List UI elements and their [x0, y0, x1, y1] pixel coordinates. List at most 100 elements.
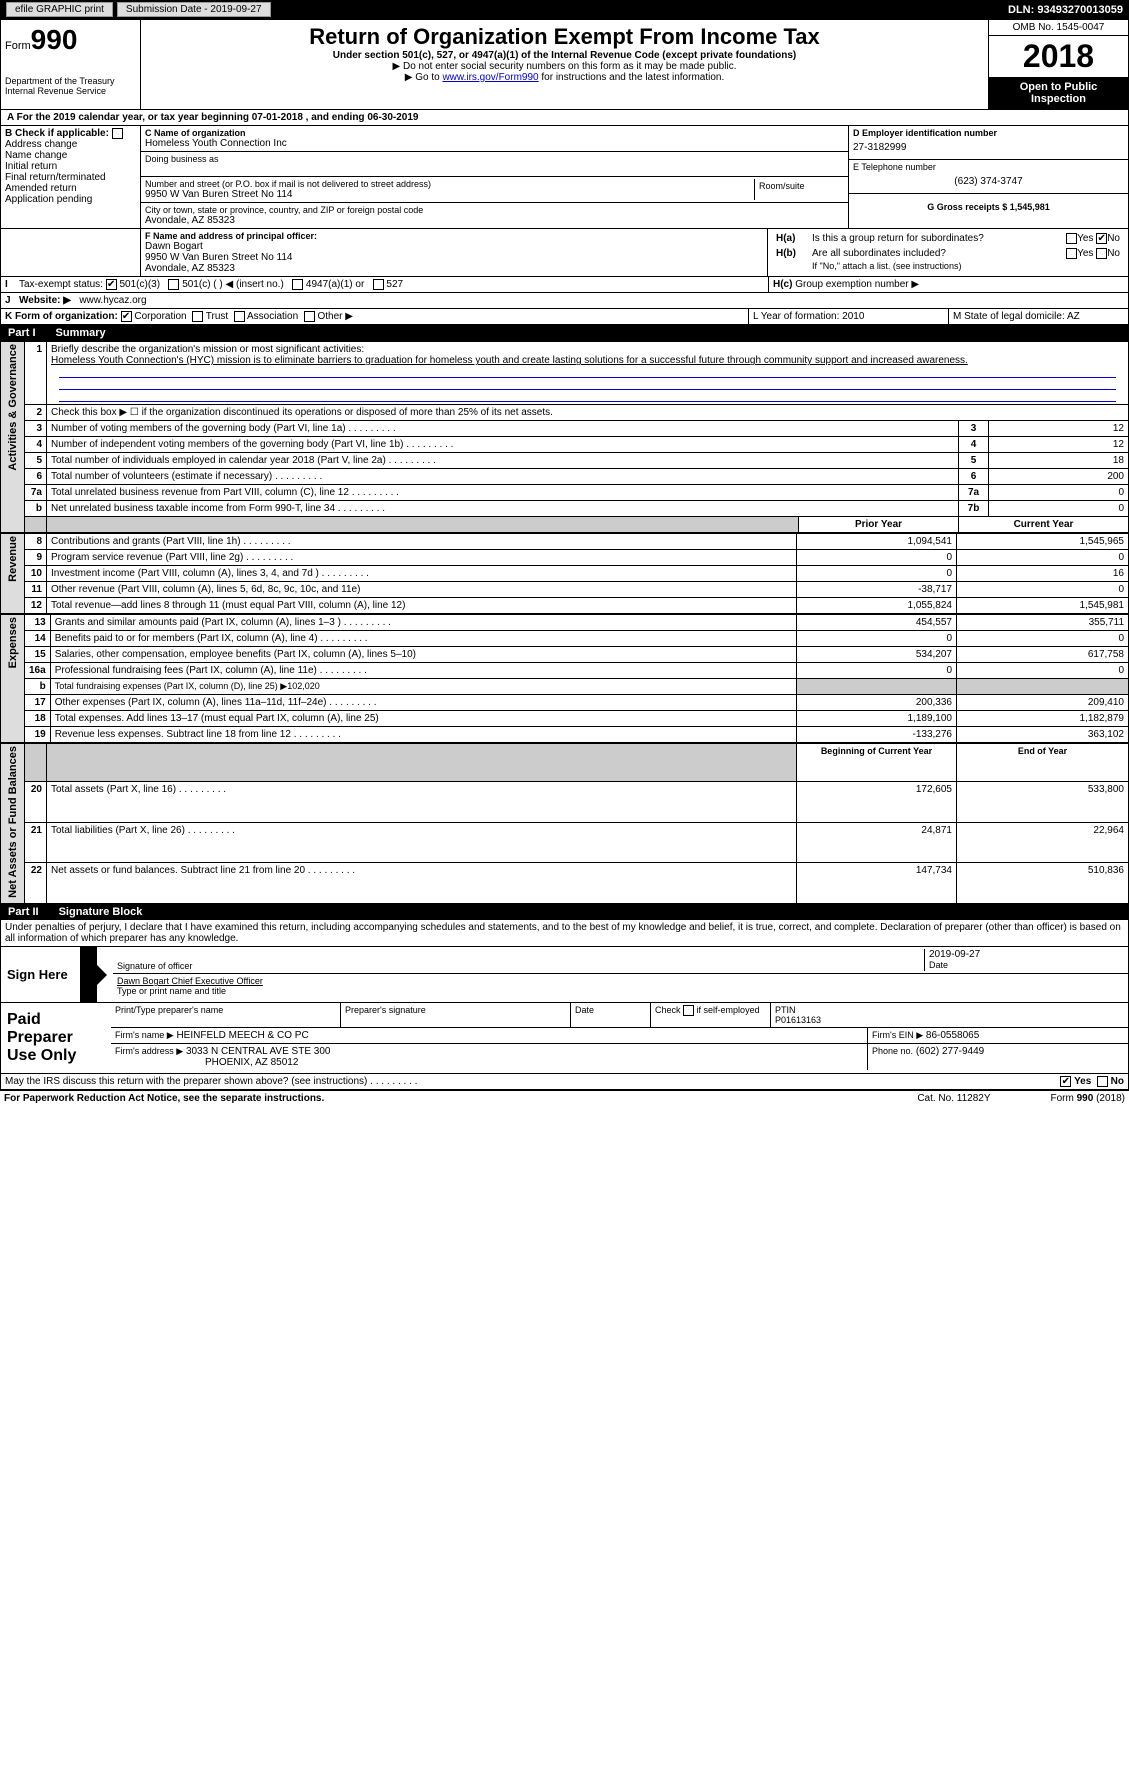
sig-officer-label: Signature of officer: [117, 961, 192, 971]
hb-no-chk[interactable]: [1096, 248, 1107, 259]
form-org-label: K Form of organization:: [5, 311, 118, 322]
tax-year: 2018: [989, 36, 1128, 77]
tax-exempt-label: Tax-exempt status:: [19, 279, 103, 290]
form990-link[interactable]: www.irs.gov/Form990: [442, 72, 538, 83]
chk-final[interactable]: Final return/terminated: [5, 172, 136, 183]
org-info-grid: B Check if applicable: Address change Na…: [0, 126, 1129, 229]
discuss-yes-chk[interactable]: [1060, 1076, 1071, 1087]
phone-label: Phone no.: [872, 1046, 913, 1056]
ha-no-chk[interactable]: [1096, 233, 1107, 244]
chk-pending[interactable]: Application pending: [5, 194, 136, 205]
org-city: Avondale, AZ 85323: [145, 215, 844, 226]
chk-527[interactable]: [373, 279, 384, 290]
col-prior: Prior Year: [799, 517, 959, 533]
part2-header: Part IISignature Block: [0, 904, 1129, 920]
officer-addr2: Avondale, AZ 85323: [145, 263, 763, 274]
hc-label: H(c): [773, 279, 792, 290]
chk-self-employed[interactable]: [683, 1005, 694, 1016]
topbar: efile GRAPHIC print Submission Date - 20…: [0, 0, 1129, 19]
chk-applicable[interactable]: [112, 128, 123, 139]
hb-note: If "No," attach a list. (see instruction…: [772, 261, 1124, 271]
officer-label: F Name and address of principal officer:: [145, 231, 763, 241]
l2-text: Check this box ▶ ☐ if the organization d…: [47, 405, 1129, 421]
prep-h1: Print/Type preparer's name: [111, 1003, 341, 1027]
firm-addr-label: Firm's address ▶: [115, 1046, 183, 1056]
ptin-value: P01613163: [775, 1015, 821, 1025]
discuss-no-chk[interactable]: [1097, 1076, 1108, 1087]
part1-header: Part ISummary: [0, 325, 1129, 341]
org-name: Homeless Youth Connection Inc: [145, 138, 844, 149]
ha-label: H(a): [776, 233, 812, 244]
open-public: Open to Public Inspection: [989, 77, 1128, 109]
chk-501c3[interactable]: [106, 279, 117, 290]
dba-label: Doing business as: [145, 154, 844, 164]
dept-label: Department of the Treasury Internal Reve…: [5, 76, 136, 96]
firm-name: HEINFELD MEECH & CO PC: [176, 1030, 308, 1041]
chk-other[interactable]: [304, 311, 315, 322]
firm-ein-label: Firm's EIN ▶: [872, 1030, 923, 1040]
firm-addr2: PHOENIX, AZ 85012: [205, 1057, 298, 1068]
section-b-label: B Check if applicable:: [5, 128, 136, 139]
year-formation: L Year of formation: 2010: [748, 309, 948, 324]
summary-table: Activities & Governance 1 Briefly descri…: [0, 341, 1129, 533]
firm-ein: 86-0558065: [926, 1030, 979, 1041]
tel-label: E Telephone number: [853, 162, 1124, 172]
goto-pre: ▶ Go to: [405, 72, 443, 83]
ptin-label: PTIN: [775, 1005, 796, 1015]
officer-name: Dawn Bogart: [145, 241, 763, 252]
chk-addr-change[interactable]: Address change: [5, 139, 136, 150]
form-prefix: Form: [5, 40, 31, 52]
prep-h2: Preparer's signature: [341, 1003, 571, 1027]
paid-preparer-label: Paid Preparer Use Only: [1, 1003, 111, 1073]
tel-value: (623) 374-3747: [853, 172, 1124, 191]
submission-btn: Submission Date - 2019-09-27: [117, 2, 271, 17]
sign-here-label: Sign Here: [1, 947, 81, 1002]
ein-label: D Employer identification number: [853, 128, 1124, 138]
goto-post: for instructions and the latest informat…: [539, 72, 725, 83]
efile-btn[interactable]: efile GRAPHIC print: [6, 2, 113, 17]
page-footer: For Paperwork Reduction Act Notice, see …: [0, 1090, 1129, 1106]
org-addr: 9950 W Van Buren Street No 114: [145, 189, 754, 200]
form-title: Return of Organization Exempt From Incom…: [145, 24, 984, 50]
form-subtitle: Under section 501(c), 527, or 4947(a)(1)…: [145, 50, 984, 61]
omb-no: OMB No. 1545-0047: [989, 20, 1128, 36]
form-header: Form990 Department of the Treasury Inter…: [0, 19, 1129, 110]
sign-arrow-icon: [81, 947, 97, 1002]
chk-4947[interactable]: [292, 279, 303, 290]
l1-label: Briefly describe the organization's miss…: [51, 344, 364, 355]
gross-receipts: G Gross receipts $ 1,545,981: [853, 202, 1124, 212]
room-label: Room/suite: [754, 179, 844, 200]
ssn-note: ▶ Do not enter social security numbers o…: [145, 61, 984, 72]
col-end: End of Year: [957, 744, 1129, 782]
chk-501c[interactable]: [168, 279, 179, 290]
chk-trust[interactable]: [192, 311, 203, 322]
officer-print-name: Dawn Bogart Chief Executive Officer: [117, 976, 1124, 986]
chk-name-change[interactable]: Name change: [5, 150, 136, 161]
ein-value: 27-3182999: [853, 138, 1124, 157]
dln: DLN: 93493270013059: [1008, 4, 1123, 16]
chk-assoc[interactable]: [234, 311, 245, 322]
city-label: City or town, state or province, country…: [145, 205, 844, 215]
prep-h3: Date: [571, 1003, 651, 1027]
ha-text: Is this a group return for subordinates?: [812, 233, 1066, 244]
discuss-row: May the IRS discuss this return with the…: [0, 1074, 1129, 1090]
vert-expenses: Expenses: [7, 617, 19, 668]
addr-label: Number and street (or P.O. box if mail i…: [145, 179, 754, 189]
name-label: Type or print name and title: [117, 986, 226, 996]
col-begin: Beginning of Current Year: [797, 744, 957, 782]
chk-amended[interactable]: Amended return: [5, 183, 136, 194]
state-domicile: M State of legal domicile: AZ: [948, 309, 1128, 324]
ha-yes-chk[interactable]: [1066, 233, 1077, 244]
website-value: www.hycaz.org: [79, 295, 146, 306]
hb-yes-chk[interactable]: [1066, 248, 1077, 259]
vert-revenue: Revenue: [7, 536, 19, 582]
l1-text: Homeless Youth Connection's (HYC) missio…: [51, 355, 968, 366]
col-current: Current Year: [959, 517, 1129, 533]
hc-text: Group exemption number ▶: [795, 279, 919, 290]
sign-section: Sign Here Signature of officer 2019-09-2…: [0, 947, 1129, 1003]
chk-corp[interactable]: [121, 311, 132, 322]
form-number: 990: [31, 24, 78, 55]
vert-activities: Activities & Governance: [7, 344, 19, 471]
chk-initial[interactable]: Initial return: [5, 161, 136, 172]
perjury-text: Under penalties of perjury, I declare th…: [0, 920, 1129, 947]
